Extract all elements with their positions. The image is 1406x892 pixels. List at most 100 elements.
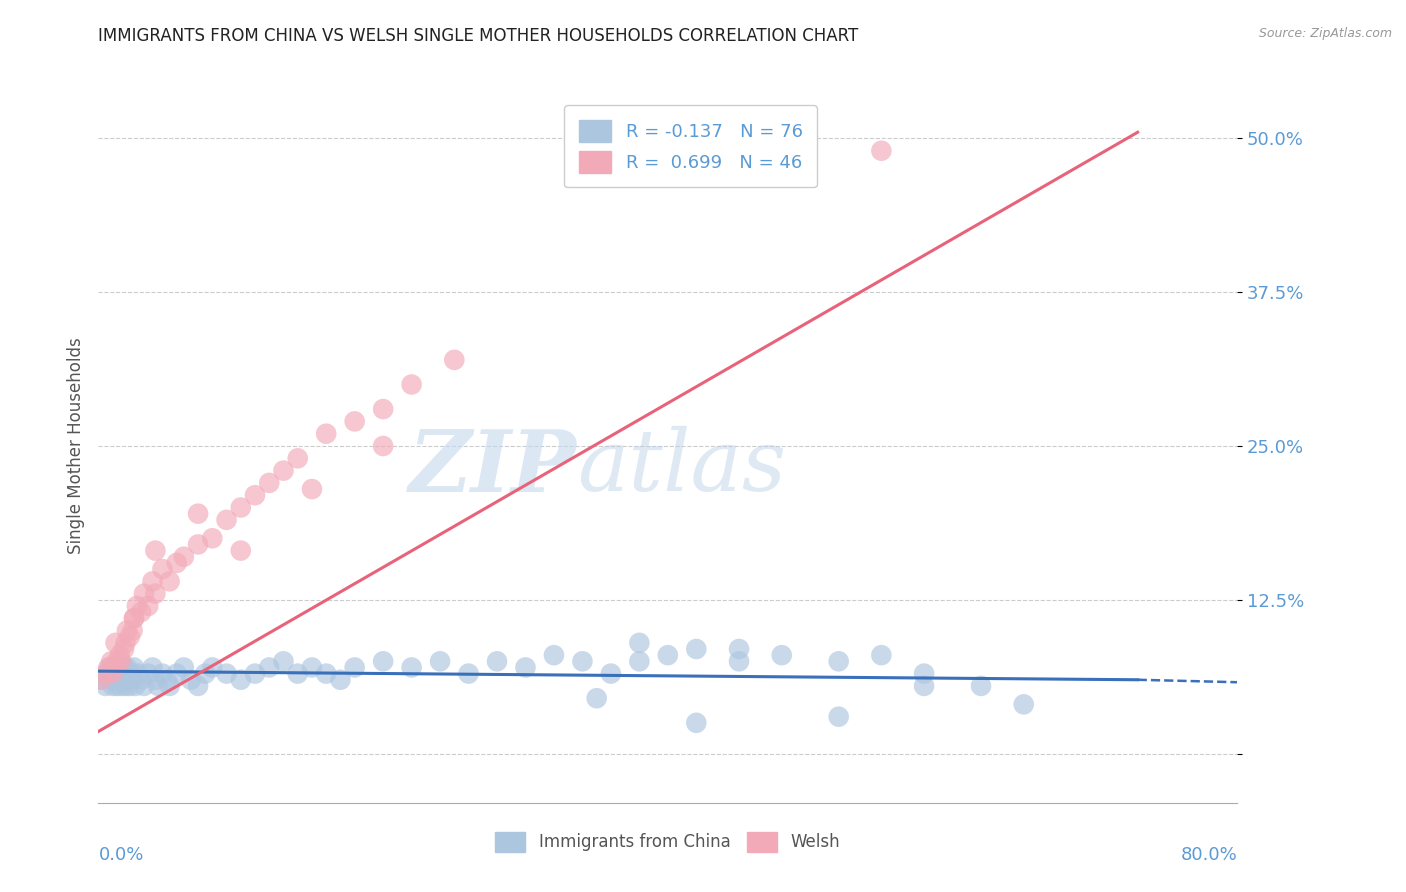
Point [443, 352, 465, 367]
Point [125, 599, 148, 613]
Point [685, 715, 707, 730]
Point [229, 543, 252, 558]
Point [187, 507, 209, 521]
Point [401, 377, 423, 392]
Point [728, 654, 751, 668]
Point [114, 679, 136, 693]
Point [112, 666, 135, 681]
Point [273, 654, 295, 668]
Point [90, 673, 112, 687]
Point [112, 642, 135, 657]
Point [108, 666, 131, 681]
Point [912, 679, 935, 693]
Point [90, 673, 112, 687]
Point [180, 673, 202, 687]
Point [373, 439, 395, 453]
Point [543, 648, 565, 662]
Point [194, 666, 217, 681]
Point [373, 654, 395, 668]
Point [173, 660, 195, 674]
Point [120, 673, 142, 687]
Point [600, 666, 623, 681]
Point [273, 464, 295, 478]
Point [429, 654, 451, 668]
Point [148, 679, 170, 693]
Point [141, 574, 163, 589]
Point [129, 673, 152, 687]
Point [159, 574, 181, 589]
Point [110, 679, 132, 693]
Point [166, 666, 188, 681]
Point [101, 679, 124, 693]
Point [136, 666, 159, 681]
Point [970, 679, 993, 693]
Point [828, 709, 851, 723]
Point [585, 691, 607, 706]
Point [215, 513, 238, 527]
Point [129, 605, 152, 619]
Point [315, 666, 337, 681]
Point [166, 556, 188, 570]
Point [912, 666, 935, 681]
Text: atlas: atlas [576, 426, 786, 508]
Point [122, 611, 145, 625]
Point [870, 648, 893, 662]
Point [156, 673, 179, 687]
Point [685, 642, 707, 657]
Point [287, 666, 309, 681]
Text: 0.0%: 0.0% [98, 846, 143, 863]
Point [145, 543, 167, 558]
Point [628, 636, 651, 650]
Point [870, 144, 893, 158]
Point [105, 654, 128, 668]
Point [259, 475, 281, 490]
Point [229, 673, 252, 687]
Point [301, 660, 323, 674]
Point [173, 549, 195, 564]
Point [457, 666, 479, 681]
Point [108, 673, 131, 687]
Point [628, 654, 651, 668]
Point [104, 636, 127, 650]
Point [145, 587, 167, 601]
Point [401, 660, 423, 674]
Point [828, 654, 851, 668]
Text: ZIP: ZIP [409, 425, 576, 509]
Point [201, 660, 224, 674]
Text: Source: ZipAtlas.com: Source: ZipAtlas.com [1258, 27, 1392, 40]
Point [111, 673, 134, 687]
Point [373, 402, 395, 417]
Point [343, 660, 366, 674]
Point [110, 654, 132, 668]
Point [301, 482, 323, 496]
Point [98, 660, 121, 674]
Point [187, 679, 209, 693]
Point [118, 679, 141, 693]
Point [107, 660, 129, 674]
Point [121, 666, 143, 681]
Point [243, 666, 266, 681]
Y-axis label: Single Mother Households: Single Mother Households [66, 338, 84, 554]
Point [122, 660, 145, 674]
Point [115, 660, 138, 674]
Point [121, 624, 143, 638]
Point [515, 660, 537, 674]
Point [101, 666, 124, 681]
Point [122, 611, 145, 625]
Point [132, 679, 155, 693]
Point [112, 660, 135, 674]
Point [100, 673, 122, 687]
Point [117, 666, 139, 681]
Point [287, 451, 309, 466]
Point [114, 636, 136, 650]
Point [159, 679, 181, 693]
Point [243, 488, 266, 502]
Point [104, 660, 127, 674]
Point [141, 660, 163, 674]
Point [215, 666, 238, 681]
Point [115, 624, 138, 638]
Point [343, 414, 366, 428]
Point [97, 666, 120, 681]
Point [105, 679, 128, 693]
Point [94, 666, 117, 681]
